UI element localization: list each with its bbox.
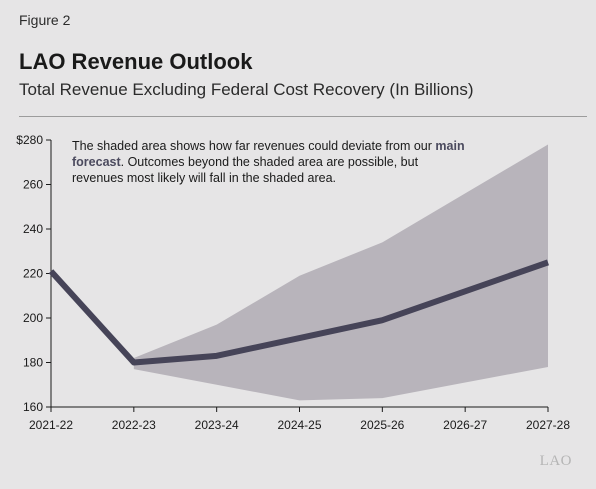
uncertainty-band-layer	[133, 144, 549, 401]
x-tick-label: 2026-27	[443, 418, 487, 432]
y-tick-label: 160	[23, 400, 43, 414]
x-tick-label: 2025-26	[360, 418, 404, 432]
y-tick-label: 260	[23, 178, 43, 192]
x-tick-label: 2027-28	[526, 418, 570, 432]
chart-title: LAO Revenue Outlook	[19, 49, 253, 74]
lao-logo: LAO	[540, 453, 572, 470]
forecast-line-layer	[48, 259, 549, 366]
title-divider	[19, 116, 587, 117]
annotation-text-1: The shaded area shows how far revenues c…	[72, 139, 436, 153]
x-tick-label: 2023-24	[195, 418, 239, 432]
y-tick-label: 220	[23, 267, 43, 281]
annotation-text-2: . Outcomes beyond the shaded area are po…	[72, 155, 419, 185]
x-tick-label: 2021-22	[29, 418, 73, 432]
annotation-highlight: main forecast	[72, 139, 465, 169]
chart-subtitle: Total Revenue Excluding Federal Cost Rec…	[19, 80, 474, 99]
x-tick-label: 2022-23	[112, 418, 156, 432]
x-tick-label: 2024-25	[277, 418, 321, 432]
chart-annotation: The shaded area shows how far revenues c…	[72, 138, 472, 186]
y-tick-label: 240	[23, 222, 43, 236]
lao-logo-text: LAO	[539, 453, 572, 469]
uncertainty-band	[133, 144, 549, 401]
y-tick-label: 200	[23, 311, 43, 325]
y-tick-label: 180	[23, 356, 43, 370]
y-tick-label: $280	[16, 133, 43, 147]
figure-label: Figure 2	[19, 12, 71, 28]
tick-label-layer: 160 180 200 220 240 260 $280 2021-22 2022-23 2023…	[16, 133, 570, 432]
